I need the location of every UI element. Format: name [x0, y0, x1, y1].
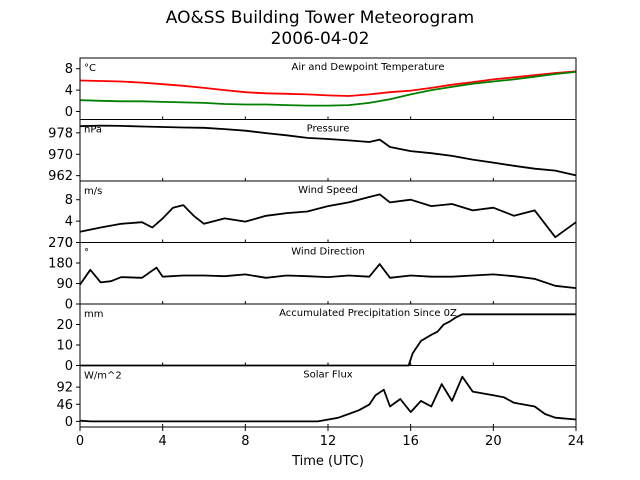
panel-0-ytick-label: 0 [65, 105, 73, 120]
panel-5-unit-label: W/m^2 [84, 371, 122, 382]
panel-2-ytick-label: 4 [65, 215, 73, 230]
panel-0: 0 4 8 °C Air and Dewpoint Temperature [65, 57, 577, 120]
panel-0-ytick-label: 8 [65, 62, 73, 77]
panel-3: 0 90 180 270 ° Wind Direction [48, 236, 577, 313]
panel-2-series-0-line [79, 193, 577, 239]
panel-1-ytick-label: 970 [48, 148, 73, 163]
panel-2-unit-label: m/s [84, 186, 102, 197]
panel-0-title: Air and Dewpoint Temperature [292, 62, 445, 73]
panel-4-ytick-label: 10 [56, 339, 73, 354]
panel-1-unit-label: hPa [84, 125, 102, 136]
panel-1: 962 970 978 hPa Pressure [48, 119, 577, 184]
x-axis-tick-label: 12 [320, 434, 337, 449]
panel-3-ytick-label: 0 [65, 298, 73, 313]
panel-4-ytick-label: 0 [65, 359, 73, 374]
panel-4-title: Accumulated Precipitation Since 0Z [279, 308, 457, 319]
panel-3-title: Wind Direction [291, 247, 365, 258]
x-axis-tick-label: 4 [159, 434, 167, 449]
panel-2-ytick-label: 0 [65, 236, 73, 251]
panel-5-series-0-line [79, 375, 577, 423]
panel-0-unit-label: °C [84, 63, 96, 74]
panel-0-ytick-label: 4 [65, 84, 73, 99]
panel-5-ytick-label: 46 [56, 398, 73, 413]
panel-3-ytick-label: 90 [56, 277, 73, 292]
panel-2-ytick-label: 8 [65, 193, 73, 208]
panel-4-ytick-label: 20 [56, 318, 73, 333]
panel-0-series-1-line [79, 71, 577, 107]
panel-5-ytick-label: 0 [65, 415, 73, 430]
panel-2-title: Wind Speed [298, 185, 358, 196]
x-axis-tick-label: 0 [76, 434, 84, 449]
panel-3-unit-label: ° [84, 248, 89, 259]
panel-4-unit-label: mm [84, 309, 103, 320]
chart-title: AO&SS Building Tower Meteorogram [165, 8, 475, 28]
panel-0-series-0-line [79, 70, 577, 97]
panel-1-ytick-label: 962 [48, 169, 73, 184]
chart-date-subtitle: 2006-04-02 [270, 29, 370, 49]
panel-3-ytick-label: 270 [48, 236, 73, 251]
panel-3-series-0-line [79, 263, 577, 289]
panel-3-ytick-label: 180 [48, 257, 73, 272]
panel-1-title: Pressure [307, 124, 350, 135]
panel-5: 0 46 92 W/m^2 Solar Flux [56, 365, 577, 430]
x-axis-tick-label: 24 [568, 434, 585, 449]
panel-5-ytick-label: 92 [56, 381, 73, 396]
panel-1-ytick-label: 978 [48, 126, 73, 141]
x-axis-label: Time (UTC) [292, 454, 364, 469]
panel-2: 0 4 8 m/s Wind Speed [65, 180, 577, 251]
panel-5-title: Solar Flux [303, 370, 353, 381]
x-axis-tick-label: 8 [241, 434, 249, 449]
panel-1-series-0-line [79, 124, 577, 177]
panel-4-series-0-line [80, 313, 576, 367]
panel-4: 0 10 20 mm Accumulated Precipitation Since 0… [56, 303, 577, 374]
x-axis-tick-label: 20 [485, 434, 502, 449]
x-axis-tick-label: 16 [402, 434, 419, 449]
